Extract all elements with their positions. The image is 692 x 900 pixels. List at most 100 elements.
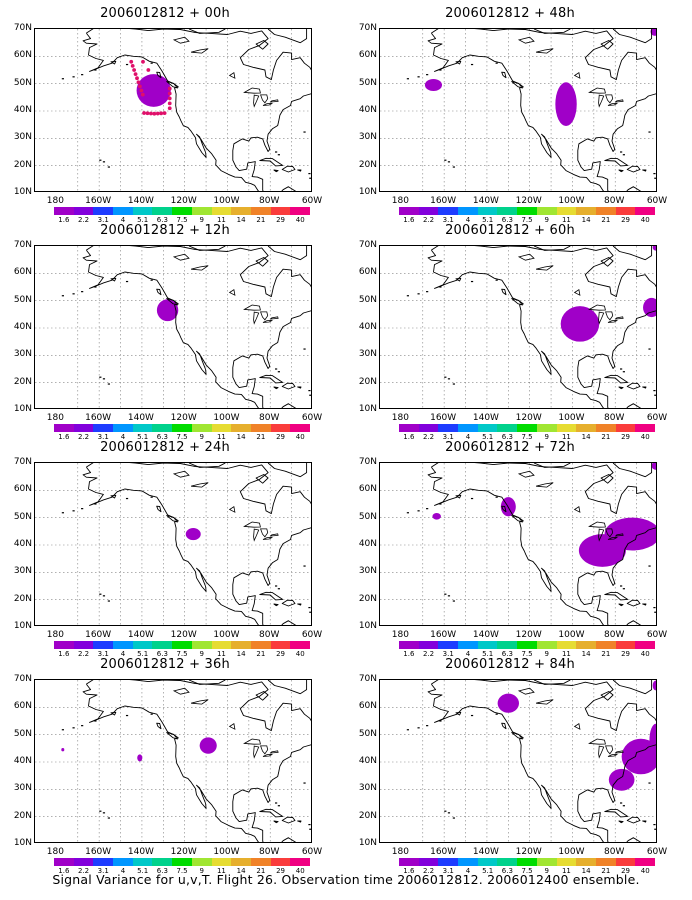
colorbar-label: 4 (465, 650, 471, 658)
island (99, 593, 102, 595)
island (452, 817, 455, 819)
lake-outline (253, 745, 260, 759)
colorbar-label: 7.5 (521, 216, 533, 224)
lat-tick-label: 60N (358, 50, 377, 61)
colorbar-label: 1.6 (58, 216, 70, 224)
lon-tick-label: 180 (46, 196, 64, 206)
lake-outline (262, 753, 273, 757)
colorbar-label: 2.2 (77, 650, 90, 658)
lat-tick-label: 70N (358, 457, 377, 467)
observation-point (140, 92, 145, 97)
colorbar-swatch (458, 641, 478, 649)
map-plot-area (34, 28, 312, 192)
island (309, 611, 311, 613)
colorbar-label: 7.5 (176, 216, 188, 224)
coastline (642, 386, 647, 389)
observation-point (167, 101, 172, 106)
variance-region (604, 517, 656, 551)
island (426, 74, 429, 76)
map-canvas (380, 680, 656, 842)
variance-region (199, 737, 217, 754)
colorbar-label: 4 (120, 867, 126, 875)
colorbar-swatch (290, 207, 310, 215)
coastline (511, 732, 523, 740)
colorbar-swatch (615, 424, 636, 432)
observation-point (155, 111, 160, 116)
lake-outline (536, 265, 554, 271)
colorbar-label: 29 (276, 650, 286, 658)
lon-tick-label: 100W (558, 847, 585, 857)
map-plot-area (379, 245, 657, 409)
lake-outline (172, 687, 190, 695)
coastline (110, 60, 117, 65)
colorbar-swatch (595, 207, 616, 215)
island (308, 823, 311, 826)
island (648, 565, 651, 567)
coastline (626, 165, 641, 173)
lat-tick-label: 70N (13, 457, 32, 467)
lat-tick-label: 10N (358, 187, 377, 197)
coastline (156, 71, 162, 79)
island (444, 810, 447, 812)
variance-region (424, 79, 443, 92)
colorbar-swatch (54, 424, 74, 432)
lake-outline (262, 536, 273, 540)
island (654, 394, 656, 396)
lat-tick-label: 20N (358, 159, 377, 170)
coastline (600, 257, 614, 267)
colorbar-label: 7.5 (521, 433, 533, 441)
lake-outline (269, 750, 279, 754)
lake-outline (262, 102, 273, 106)
variance-region (156, 299, 179, 322)
map-panel: 2006012812 + 36h 70N 60N 50N 40N 30N 20N 10N 180… (0, 657, 330, 875)
island (150, 496, 153, 498)
island (81, 508, 84, 510)
lat-tick-label: 40N (13, 105, 32, 115)
lon-tick-label: 60W (646, 630, 668, 640)
island (102, 378, 106, 380)
colorbar-label: 1.6 (403, 650, 415, 658)
map-plot-area (34, 462, 312, 626)
colorbar-label: 21 (256, 867, 266, 875)
figure-caption: Signal Variance for u,v,T. Flight 26. Ob… (52, 872, 640, 887)
lat-tick-label: 50N (13, 728, 32, 739)
island (125, 280, 129, 283)
colorbar-label: 9 (544, 650, 549, 658)
colorbar-swatch (595, 424, 616, 432)
coastline (642, 820, 647, 823)
island (309, 394, 311, 396)
lat-tick-label: 10N (358, 621, 377, 631)
coastline (511, 298, 523, 306)
island (426, 291, 429, 293)
panel-title: 2006012812 + 60h (445, 223, 575, 238)
colorbar-label: 4 (120, 650, 126, 658)
island (622, 805, 625, 807)
colorbar (54, 858, 310, 866)
island (495, 279, 498, 281)
colorbar-label: 3.1 (97, 433, 109, 441)
coastline (427, 246, 656, 408)
lon-tick-label: 180 (46, 630, 64, 640)
coastline (255, 474, 269, 484)
lat-tick-label: 70N (358, 674, 377, 684)
map-plot-area (379, 679, 657, 843)
coastline (533, 680, 571, 685)
observation-point (145, 111, 150, 116)
colorbar-swatch (595, 641, 616, 649)
colorbar-label: 1.6 (58, 650, 70, 658)
variance-region (136, 74, 171, 107)
coastline (166, 298, 178, 306)
colorbar-label: 29 (276, 216, 286, 224)
lat-tick-label: 10N (13, 404, 32, 414)
coastline (626, 599, 641, 607)
island (622, 371, 625, 373)
lat-tick-label: 40N (13, 756, 32, 766)
colorbar-swatch (54, 858, 74, 866)
variance-region (432, 513, 441, 520)
lat-tick-label: 50N (358, 511, 377, 522)
colorbar-label: 6.3 (501, 433, 513, 441)
coastline (259, 157, 284, 167)
colorbar-swatch (172, 858, 192, 866)
colorbar-label: 9 (199, 433, 204, 441)
lon-tick-label: 100W (558, 196, 585, 206)
